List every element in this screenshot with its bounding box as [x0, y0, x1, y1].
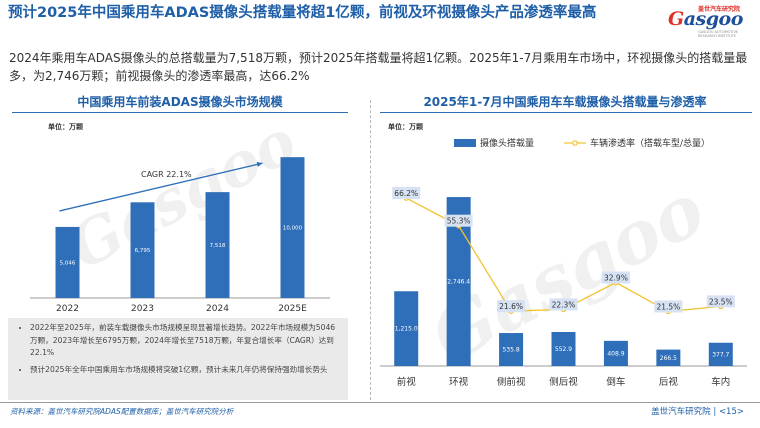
- right-bar: [603, 340, 628, 366]
- penetration-label: 66.2%: [394, 189, 418, 198]
- penetration-label: 21.5%: [656, 302, 680, 311]
- left-x-tick: 2023: [131, 304, 154, 314]
- logo-letter-g: G: [668, 8, 684, 30]
- left-bar-value: 6,795: [135, 248, 151, 254]
- legend-line-label: 车辆渗透率（搭载车型/总量）: [590, 137, 710, 149]
- left-bar-value: 5,046: [60, 260, 76, 266]
- right-x-tick: 倒车: [606, 376, 625, 388]
- page-number: <15>: [718, 407, 744, 417]
- right-bar-value: 408.9: [607, 350, 624, 357]
- footer-source: 资料来源：盖世汽车研究院ADAS配置数据库；盖世汽车研究院分析: [10, 407, 234, 416]
- summary-text: 2024年乘用车ADAS摄像头的总搭载量为7,518万颗，预计2025年搭载量将…: [9, 51, 748, 83]
- cagr-label: CAGR 22.1%: [141, 170, 192, 179]
- left-bar-chart: 单位：万颗 5,046 2022 6,795 2023 7,518 2024 10,000 20…: [30, 122, 330, 314]
- right-x-tick: 侧前视: [497, 376, 526, 388]
- left-chart-title: 中国乘用车前装ADAS摄像头市场规模: [77, 95, 283, 109]
- left-bar: [280, 157, 305, 298]
- logo-cn-text: 盖世汽车研究院: [698, 6, 741, 13]
- left-bar: [55, 226, 80, 298]
- penetration-label-bg: [601, 271, 630, 284]
- right-bar-value: 552.9: [555, 346, 572, 353]
- left-bar-value: 10,000: [283, 226, 303, 232]
- logo-letters: asgoo: [683, 8, 744, 30]
- gasgoo-logo: 盖世汽车研究院 Gasgoo GASGOO AUTOMOTIVE RESEARC…: [668, 6, 754, 38]
- right-bar-value: 1,215.0: [395, 326, 418, 333]
- footer-brand: 盖世汽车研究院: [651, 407, 711, 417]
- footer-divider: [0, 402, 760, 403]
- right-x-tick: 环视: [449, 376, 469, 388]
- right-bar-value: 266.5: [660, 355, 677, 362]
- penetration-label-bg: [444, 214, 473, 227]
- notes-box: 2022年至2025年，前装车载摄像头市场规模呈现显著增长趋势。2022年市场规…: [8, 318, 348, 400]
- right-chart-title: 2025年1-7月中国乘用车车载摄像头搭载量与渗透率: [423, 95, 707, 109]
- right-bar: [394, 291, 419, 366]
- penetration-label: 55.3%: [447, 217, 471, 226]
- left-title-separator: [12, 112, 348, 113]
- penetration-label: 23.5%: [709, 297, 733, 306]
- penetration-label-bg: [706, 295, 735, 308]
- left-bar-value: 7,518: [210, 243, 226, 249]
- notes-list: 2022年至2025年，前装车载摄像头市场规模呈现显著增长趋势。2022年市场规…: [8, 318, 348, 376]
- left-bar: [130, 202, 155, 298]
- right-bar: [499, 333, 524, 366]
- legend-line-marker: [572, 140, 578, 146]
- penetration-label: 21.6%: [499, 302, 523, 311]
- note-item: 2022年至2025年，前装车载摄像头市场规模呈现显著增长趋势。2022年市场规…: [30, 322, 342, 360]
- cagr-arrowhead: [256, 161, 263, 167]
- right-title-separator: [380, 112, 752, 113]
- right-bar: [656, 349, 681, 366]
- legend-bar-label: 摄像头搭载量: [480, 137, 534, 149]
- note-item: 预计2025年全年中国乘用车市场规模将突破1亿颗，预计未来几年仍将保持强劲增长势…: [30, 364, 342, 377]
- left-unit-label: 单位：万颗: [48, 122, 83, 131]
- penetration-label-bg: [549, 298, 578, 311]
- logo-wordmark: Gasgoo: [668, 8, 743, 30]
- right-x-tick: 前视: [397, 376, 417, 388]
- right-x-tick: 后视: [659, 376, 679, 388]
- left-x-tick: 2024: [206, 304, 229, 314]
- right-bar-value: 377.7: [712, 351, 729, 358]
- left-bar: [205, 192, 230, 298]
- left-x-tick: 2025E: [278, 304, 307, 314]
- legend-bar-swatch: [454, 139, 476, 147]
- cagr-arrow: [59, 162, 263, 212]
- logo-subtitle: GASGOO AUTOMOTIVE RESEARCH INSTITUTE: [698, 30, 739, 38]
- penetration-label-bg: [497, 300, 526, 313]
- footer-brand-page: 盖世汽车研究院 | <15>: [651, 407, 744, 417]
- right-bar-value: 2,746.4: [447, 279, 470, 286]
- right-x-tick: 车内: [711, 376, 730, 388]
- right-bar: [708, 342, 733, 366]
- panel-divider: [370, 100, 372, 400]
- penetration-label-bg: [654, 300, 683, 313]
- left-x-tick: 2022: [56, 304, 79, 314]
- right-bar-value: 535.8: [502, 347, 519, 354]
- right-unit-label: 单位：万颗: [388, 122, 423, 131]
- penetration-label: 22.3%: [552, 300, 576, 309]
- penetration-label: 32.9%: [604, 274, 628, 283]
- page-title: 预计2025年中国乘用车ADAS摄像头搭载量将超1亿颗，前视及环视摄像头产品渗透…: [8, 5, 597, 21]
- right-x-tick: 侧后视: [549, 376, 578, 388]
- penetration-label-bg: [392, 187, 421, 200]
- right-bar: [551, 331, 576, 366]
